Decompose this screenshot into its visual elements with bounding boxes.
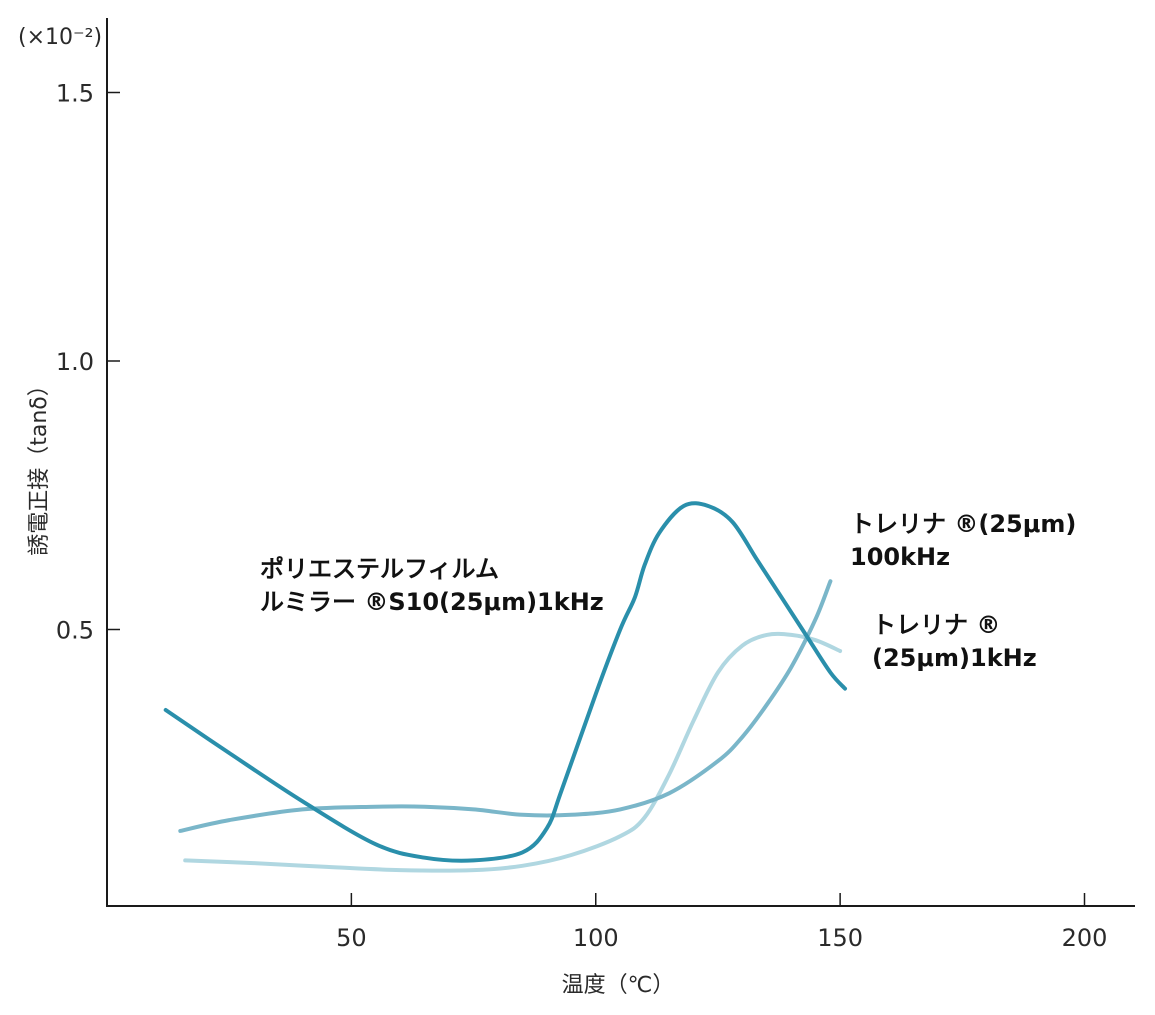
x-tick-label-50: 50 (336, 924, 367, 952)
annotation-torelina-1khz: トレリナ ® (25μm)1kHz (872, 611, 1037, 672)
series-torelina-100khz-line (178, 579, 833, 833)
series-lumirror-1khz-line (163, 501, 847, 863)
annotation-torelina-100khz: トレリナ ®(25μm) 100kHz (850, 510, 1085, 571)
y-multiplier-label: (×10⁻²) (18, 25, 102, 50)
y-axis-title: 誘電正接（tanδ） (27, 374, 52, 556)
annotation-lumirror: ポリエステルフィルム ルミラー ®S10(25μm)1kHz (260, 555, 604, 616)
y-tick-label-1: 1.0 (56, 348, 94, 376)
x-tick-label-100: 100 (573, 924, 619, 952)
series-layer (163, 501, 847, 873)
annotation-torelina-100khz-line-1: トレリナ ®(25μm) (850, 510, 1076, 538)
x-axis-title: 温度（℃） (562, 973, 675, 998)
annotation-torelina-1khz-line-2: (25μm)1kHz (872, 644, 1037, 672)
x-tick-label-200: 200 (1062, 924, 1108, 952)
annotation-torelina-1khz-line-1: トレリナ ® (872, 611, 1000, 639)
x-tick-label-150: 150 (817, 924, 863, 952)
annotation-torelina-100khz-line-2: 100kHz (850, 543, 950, 571)
ticks: 50 100 150 200 0.5 1.0 1.5 (56, 80, 1108, 953)
y-tick-label-1-5: 1.5 (56, 80, 94, 108)
axes (106, 18, 1135, 907)
annotation-lumirror-line-2: ルミラー ®S10(25μm)1kHz (260, 588, 604, 616)
series-torelina-1khz-line (183, 631, 843, 873)
annotation-lumirror-line-1: ポリエステルフィルム (260, 555, 499, 583)
y-tick-label-0-5: 0.5 (56, 617, 94, 645)
